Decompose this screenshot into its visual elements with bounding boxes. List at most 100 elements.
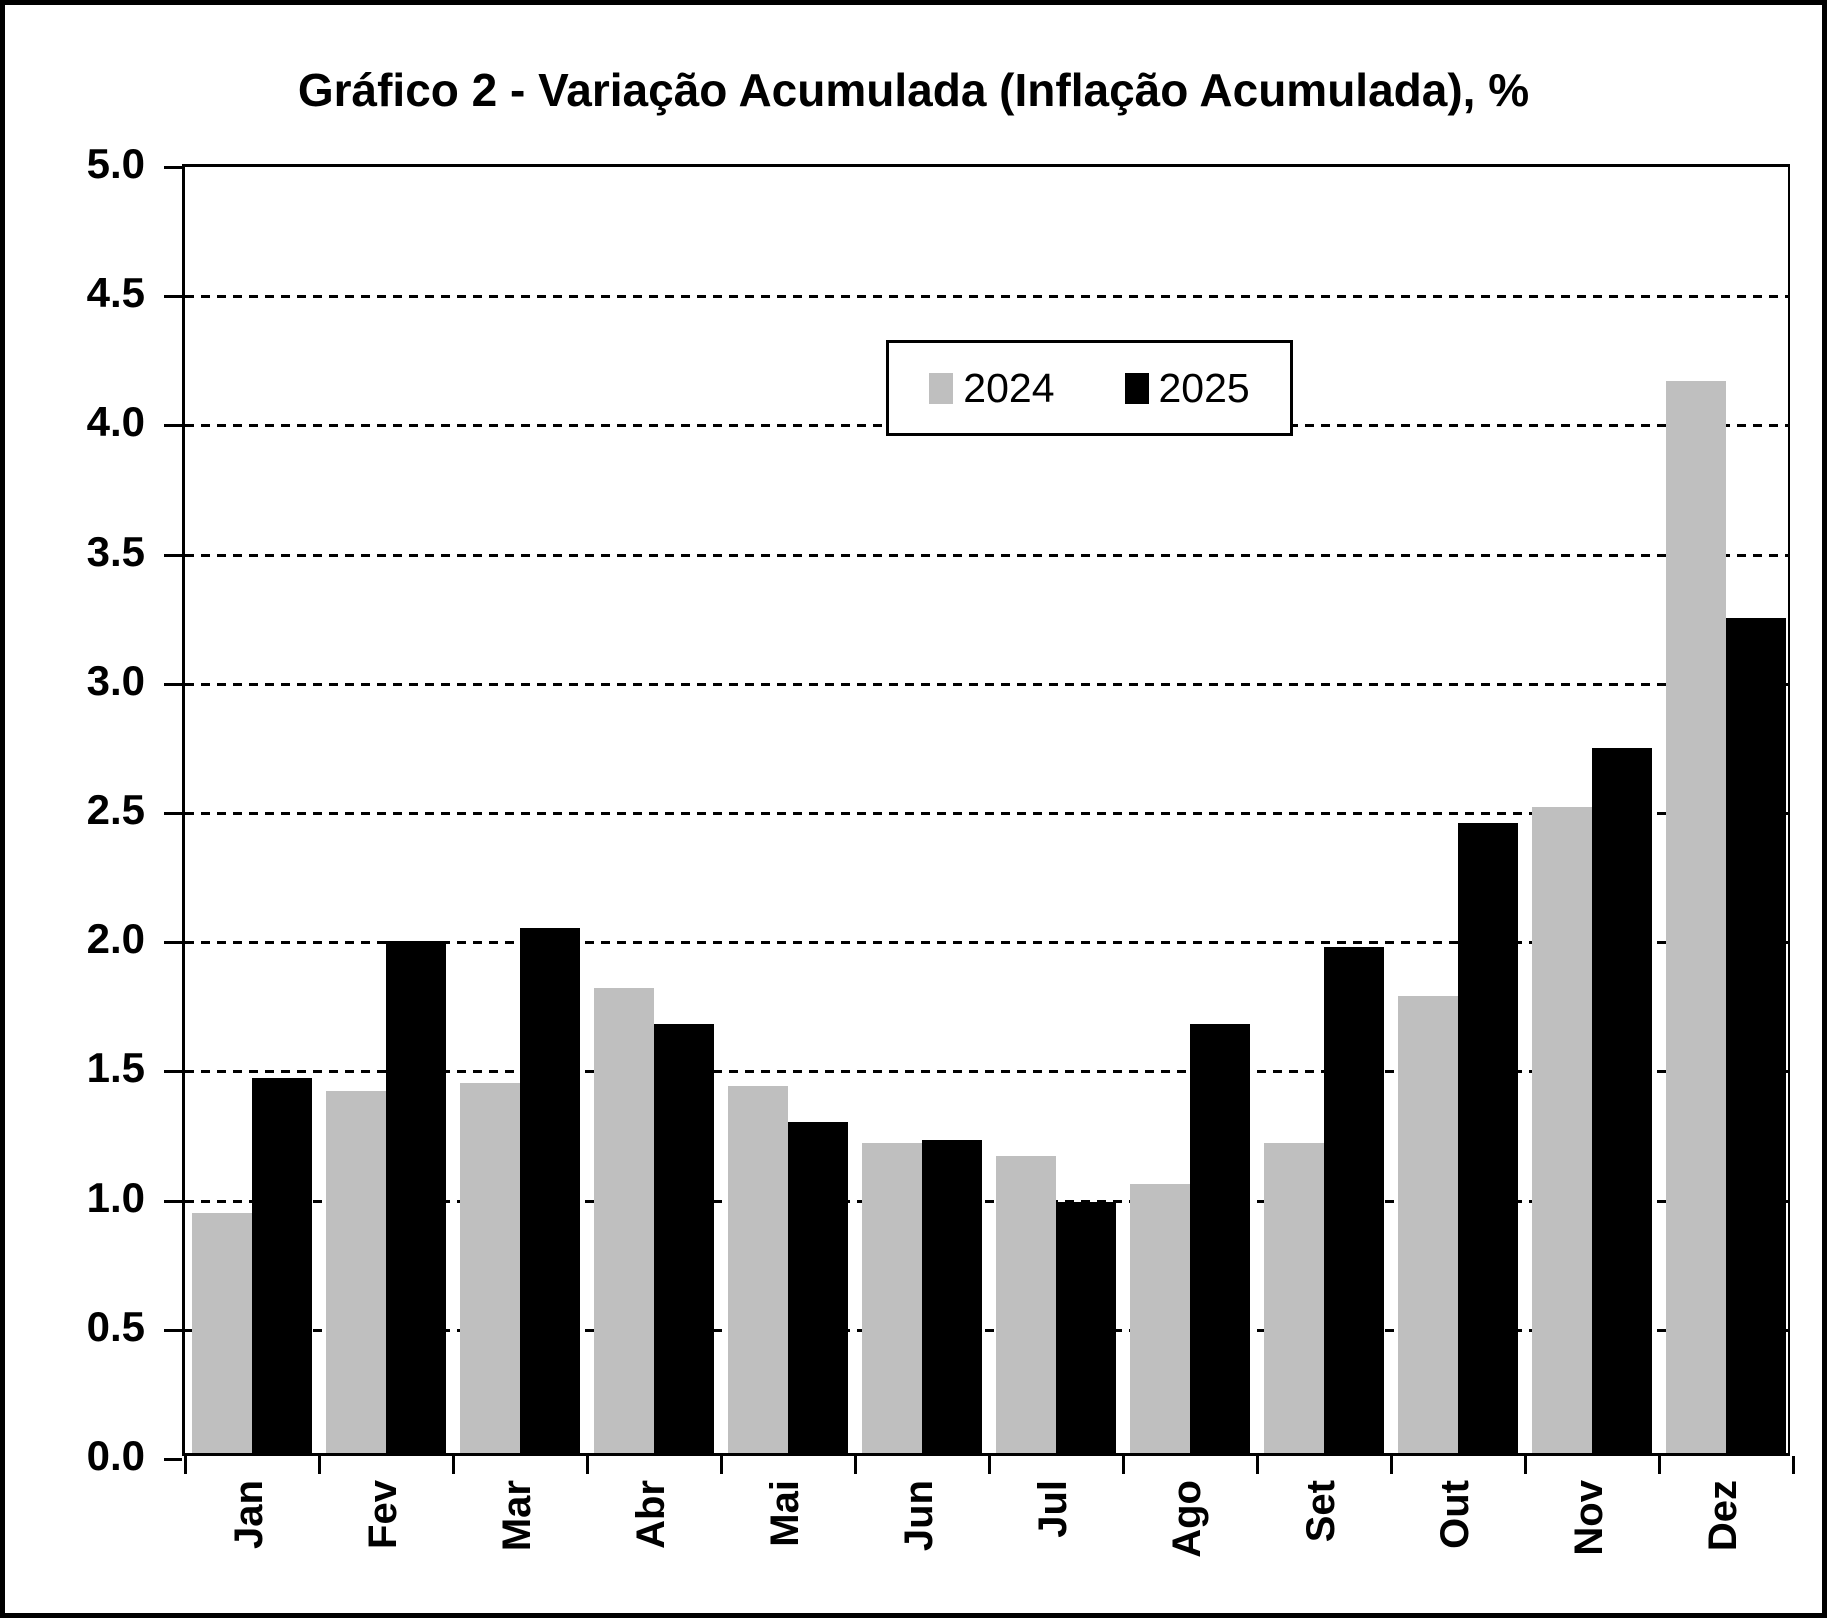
bar-group-Mar <box>453 167 587 1453</box>
legend-box: 2024 2025 <box>886 340 1293 436</box>
gridline-3.0 <box>185 682 1788 686</box>
legend-label-2025: 2025 <box>1158 364 1250 411</box>
gridline-1.5 <box>185 1070 1788 1074</box>
bar-2025-Mar <box>520 928 580 1453</box>
y-axis-label-2.0: 2.0 <box>86 915 145 963</box>
x-axis-label-Dez: Dez <box>1656 1480 1790 1551</box>
bar-2024-Jun <box>862 1143 922 1453</box>
legend-item-2024: 2024 <box>929 364 1055 411</box>
x-axis-label-text-Ago: Ago <box>1165 1480 1209 1558</box>
y-axis-label-0.5: 0.5 <box>86 1302 145 1350</box>
bar-2024-Abr <box>594 988 654 1453</box>
x-tick-9 <box>1390 1456 1393 1474</box>
y-axis-label-1.5: 1.5 <box>86 1044 145 1092</box>
bar-2024-Ago <box>1130 1184 1190 1453</box>
x-tick-7 <box>1122 1456 1125 1474</box>
bar-2025-Ago <box>1190 1024 1250 1453</box>
y-tick-4.5 <box>164 295 182 299</box>
x-axis-label-text-Mai: Mai <box>763 1480 807 1547</box>
legend-swatch-2025-icon <box>1124 372 1149 404</box>
y-axis-label-0.0: 0.0 <box>86 1432 145 1479</box>
x-tick-10 <box>1524 1456 1527 1474</box>
x-tick-4 <box>720 1456 723 1474</box>
x-axis-label-Out: Out <box>1388 1480 1522 1549</box>
y-tick-0.0 <box>164 1458 182 1461</box>
y-tick-4.0 <box>164 424 182 428</box>
bar-group-Fev <box>319 167 453 1453</box>
x-axis-label-Abr: Abr <box>584 1480 718 1549</box>
bar-2025-Dez <box>1726 618 1786 1453</box>
gridline-3.5 <box>185 553 1788 557</box>
x-axis-label-text-Out: Out <box>1433 1480 1477 1549</box>
y-tick-3.5 <box>164 553 182 557</box>
bar-2024-Fev <box>326 1091 386 1453</box>
x-axis-label-Ago: Ago <box>1120 1480 1254 1558</box>
x-tick-2 <box>452 1456 455 1474</box>
plot-area: 2024 2025 <box>164 164 1795 1474</box>
x-tick-12 <box>1792 1456 1795 1474</box>
y-tick-2.0 <box>164 941 182 945</box>
bar-group-Jan <box>185 167 319 1453</box>
bar-2025-Jul <box>1056 1202 1116 1453</box>
y-axis-label-3.5: 3.5 <box>86 527 145 575</box>
x-axis-label-Mar: Mar <box>450 1480 584 1551</box>
bar-group-Set <box>1257 167 1391 1453</box>
bar-group-Abr <box>587 167 721 1453</box>
x-axis-label-text-Jul: Jul <box>1031 1480 1075 1538</box>
x-axis-label-text-Mar: Mar <box>495 1480 539 1552</box>
x-axis-label-Jan: Jan <box>182 1480 316 1549</box>
x-axis-label-Fev: Fev <box>316 1480 450 1549</box>
y-tick-5.0 <box>164 166 182 169</box>
x-axis-label-Jul: Jul <box>986 1480 1120 1538</box>
x-axis-label-text-Abr: Abr <box>629 1480 673 1549</box>
bar-group-Nov <box>1525 167 1659 1453</box>
y-axis-label-5.0: 5.0 <box>86 140 145 187</box>
x-axis-label-Set: Set <box>1254 1480 1388 1542</box>
x-tick-3 <box>586 1456 589 1474</box>
x-tick-1 <box>318 1456 321 1474</box>
x-axis-label-Nov: Nov <box>1522 1480 1656 1556</box>
x-tick-5 <box>854 1456 857 1474</box>
legend-swatch-2024-icon <box>929 372 954 404</box>
bar-group-Jun <box>855 167 989 1453</box>
bar-2025-Jun <box>922 1140 982 1453</box>
bar-2024-Jul <box>996 1156 1056 1453</box>
gridline-0.5 <box>185 1328 1788 1332</box>
bar-2024-Nov <box>1532 807 1592 1453</box>
y-tick-3.0 <box>164 682 182 686</box>
gridline-2.5 <box>185 812 1788 815</box>
bar-2024-Set <box>1264 1143 1324 1453</box>
x-tick-0 <box>184 1456 187 1474</box>
y-axis-label-3.0: 3.0 <box>86 656 145 704</box>
bar-2024-Dez <box>1666 381 1726 1453</box>
gridline-4.5 <box>185 295 1788 299</box>
bar-2025-Out <box>1458 823 1518 1453</box>
bar-2024-Out <box>1398 996 1458 1453</box>
bar-2024-Jan <box>192 1213 252 1453</box>
x-axis-label-text-Nov: Nov <box>1567 1480 1611 1556</box>
x-tick-8 <box>1256 1456 1259 1474</box>
bar-group-Jul <box>989 167 1123 1453</box>
x-axis-label-text-Set: Set <box>1299 1480 1343 1543</box>
y-tick-1.0 <box>164 1199 182 1203</box>
x-axis-label-text-Dez: Dez <box>1701 1480 1745 1552</box>
bar-group-Dez <box>1659 167 1793 1453</box>
x-axis-label-Mai: Mai <box>718 1480 852 1547</box>
bar-group-Mai <box>721 167 855 1453</box>
y-axis-label-2.5: 2.5 <box>86 786 145 833</box>
y-tick-2.5 <box>164 812 182 815</box>
bar-2024-Mar <box>460 1083 520 1453</box>
y-axis-label-4.5: 4.5 <box>86 269 145 317</box>
y-axis-label-4.0: 4.0 <box>86 398 145 446</box>
x-tick-6 <box>988 1456 991 1474</box>
bar-2025-Mai <box>788 1122 848 1453</box>
x-axis-label-text-Jan: Jan <box>227 1480 271 1549</box>
bar-2025-Jan <box>252 1078 312 1453</box>
legend-label-2024: 2024 <box>963 364 1055 411</box>
bar-group-Ago <box>1123 167 1257 1453</box>
gridline-2.0 <box>185 941 1788 945</box>
gridline-1.0 <box>185 1199 1788 1203</box>
y-axis-label-1.0: 1.0 <box>86 1173 145 1221</box>
legend-item-2025: 2025 <box>1124 364 1250 411</box>
